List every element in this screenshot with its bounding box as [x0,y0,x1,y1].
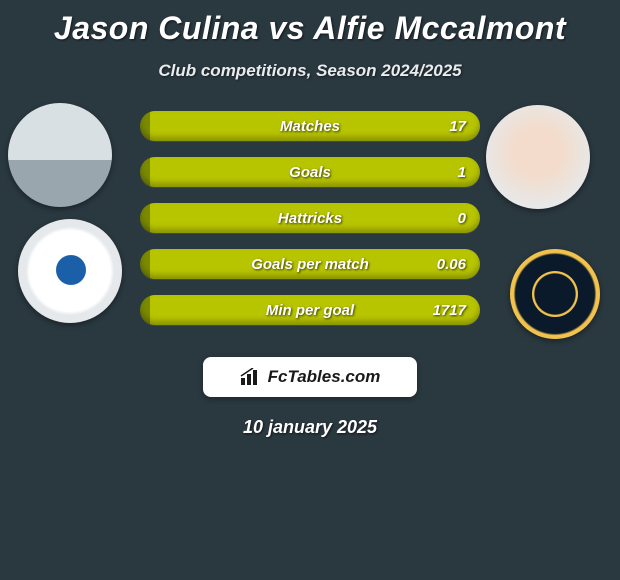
stat-value: 0.06 [437,256,466,273]
brand-box: FcTables.com [203,357,417,397]
stat-bar: Goals 1 [140,157,480,187]
player2-club-badge [510,249,600,339]
subtitle: Club competitions, Season 2024/2025 [0,61,620,81]
player1-club-badge [18,219,122,323]
stat-label: Min per goal [266,302,354,319]
stat-bars: Matches 17 Goals 1 Hattricks 0 Goals per match… [140,111,480,341]
stat-value: 0 [458,210,466,227]
stat-value: 1 [458,164,466,181]
player1-avatar [8,103,112,207]
stats-area: Matches 17 Goals 1 Hattricks 0 Goals per match… [0,111,620,341]
date-text: 10 january 2025 [0,417,620,438]
player2-avatar [486,105,590,209]
comparison-title: Jason Culina vs Alfie Mccalmont [0,0,620,47]
stat-label: Hattricks [278,210,342,227]
stat-bar: Goals per match 0.06 [140,249,480,279]
stat-label: Matches [280,118,340,135]
stat-bar: Matches 17 [140,111,480,141]
bar-chart-icon [240,368,262,386]
stat-value: 17 [449,118,466,135]
stat-label: Goals per match [251,256,369,273]
vs-text: vs [268,10,305,46]
player2-name: Alfie Mccalmont [313,10,566,46]
stat-bar: Hattricks 0 [140,203,480,233]
brand-text: FcTables.com [268,367,381,387]
stat-value: 1717 [433,302,466,319]
stat-bar: Min per goal 1717 [140,295,480,325]
player1-name: Jason Culina [54,10,259,46]
stat-label: Goals [289,164,331,181]
